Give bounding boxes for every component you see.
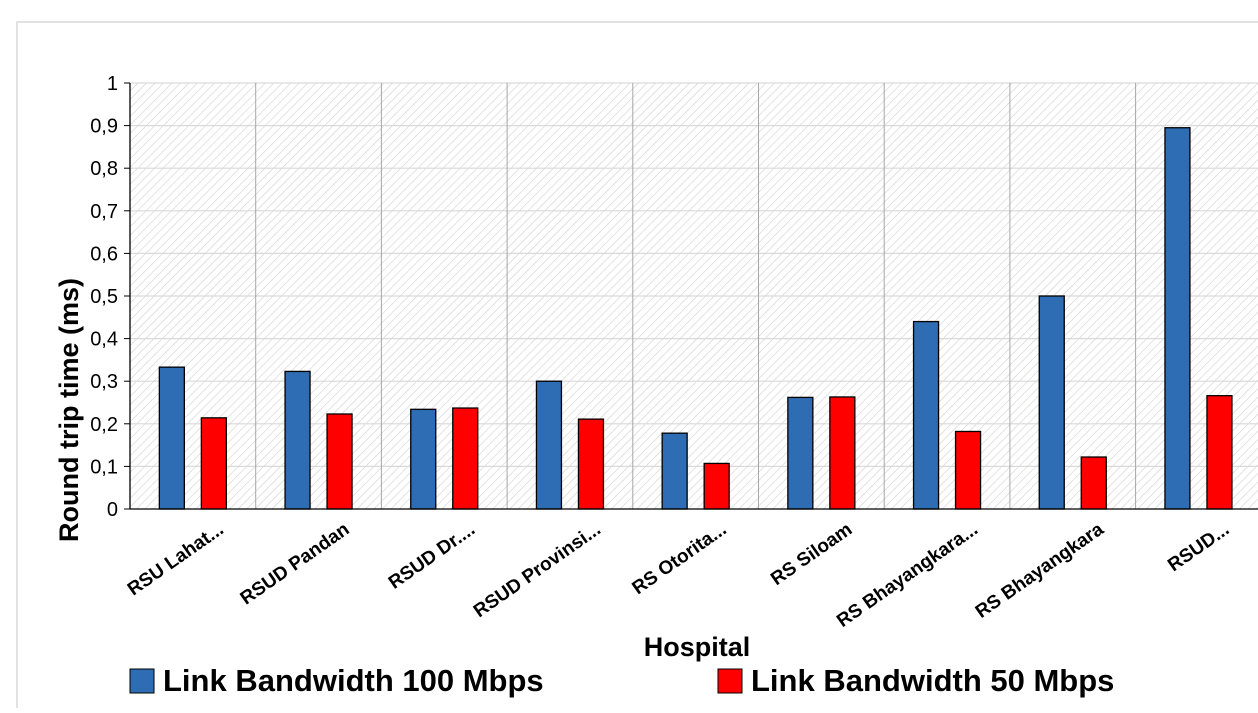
bar-50mbps-2 — [452, 407, 479, 510]
bars — [158, 127, 1233, 510]
x-axis-title: Hospital — [644, 632, 751, 662]
bar-100mbps-2 — [410, 408, 437, 510]
y-tick-label: 0,7 — [90, 201, 118, 223]
y-tick-label: 0,9 — [90, 116, 118, 138]
y-tick-label: 0,3 — [90, 371, 118, 393]
bar-50mbps-0 — [200, 417, 228, 510]
y-tick-label: 1 — [107, 73, 118, 95]
bar-100mbps-4 — [661, 432, 688, 510]
bar-50mbps-5 — [829, 396, 856, 510]
y-tick-label: 0,6 — [90, 243, 118, 265]
y-tick-label: 0,5 — [90, 286, 118, 308]
bar-50mbps-1 — [326, 413, 353, 510]
legend-label-50mbps: Link Bandwidth 50 Mbps — [751, 663, 1114, 698]
bar-100mbps-0 — [158, 366, 186, 510]
bar-50mbps-4 — [703, 462, 730, 510]
y-tick-label: 0 — [107, 499, 118, 521]
legend: Link Bandwidth 100 Mbps Link Bandwidth 5… — [129, 663, 1114, 698]
y-tick-label: 0,2 — [90, 414, 118, 436]
bar-100mbps-5 — [787, 396, 814, 510]
bar-50mbps-6 — [954, 430, 982, 510]
bar-100mbps-7 — [1038, 295, 1065, 510]
bar-50mbps-3 — [577, 418, 605, 510]
bar-100mbps-3 — [535, 380, 563, 510]
bar-100mbps-8 — [1164, 127, 1191, 510]
bar-100mbps-6 — [912, 320, 940, 510]
bar-100mbps-1 — [284, 370, 311, 510]
y-tick-label: 0,8 — [90, 158, 118, 180]
y-tick-label: 0,4 — [90, 329, 118, 351]
bar-50mbps-7 — [1080, 456, 1107, 510]
y-axis-title: Round trip time (ms) — [54, 278, 84, 542]
y-tick-label: 0,1 — [90, 456, 118, 478]
bar-50mbps-8 — [1206, 395, 1233, 510]
legend-label-100mbps: Link Bandwidth 100 Mbps — [163, 663, 544, 698]
legend-swatch-100mbps — [129, 668, 155, 694]
legend-swatch-50mbps — [717, 668, 743, 694]
axes — [124, 82, 1258, 510]
y-tick-labels: 0 0,1 0,2 0,3 0,4 0,5 0,6 0,7 0,8 0,9 1 — [90, 73, 118, 521]
grid-lines — [130, 82, 1258, 509]
